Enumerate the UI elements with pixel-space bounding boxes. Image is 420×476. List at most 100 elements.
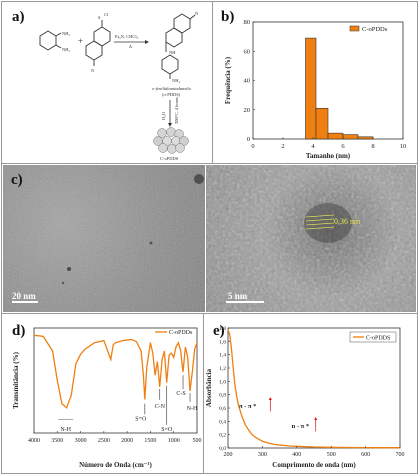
temperature-label: 200°C, 4 horas [174,97,180,124]
uv-y-axis-label: Absorbância [205,368,213,407]
scale-label-right: 5 nm [228,291,248,301]
uv-x-tick-label: 400 [292,452,301,458]
hist-bar [327,132,344,140]
hist-legend-swatch [349,25,360,32]
svg-text:+: + [78,36,83,46]
heat-label: Δ [129,44,132,49]
hist-y-tick-label: 40 [244,78,251,85]
ftir-x-tick-label: 1000 [168,438,180,444]
nanoparticle-cluster-icon [153,127,189,154]
hist-y-axis-label: Frequência (%) [224,56,232,104]
svg-text:S: S [98,15,101,20]
scale-bar-right [226,301,264,303]
lattice-spacing-label: 0,36 nm [334,217,361,226]
hist-bar [315,107,329,140]
uv-vis-spectrum: 200 300 400 500 600 700 0,0 0,2 0,4 0,6 0,8 1,0 1,2 1… [205,326,405,469]
hist-bar [305,37,317,140]
ftir-band-so-2: S=O [161,427,173,433]
ftir-series-line [33,334,198,409]
uv-x-tick-label: 700 [396,452,405,458]
panel-label-d: d) [12,323,26,339]
hist-x-tick-label: 2 [281,143,284,150]
uv-y-tick-label: 0,4 [219,419,226,425]
uv-x-tick-label: 600 [361,452,370,458]
panel-label-c: c) [11,172,23,188]
tem-image-low-magnification: 20 nm [3,165,205,312]
uv-y-tick-label: 1,8 [219,326,226,332]
ftir-x-tick-label: 2500 [98,438,110,444]
uv-x-tick-label: 300 [258,452,267,458]
ftir-x-tick-label: 4000 [28,438,40,444]
uv-x-tick-label: 500 [327,452,336,458]
divider-bottom-vertical [203,313,204,474]
hist-x-tick-label: 0 [251,143,254,150]
hist-y-tick-label: 60 [244,48,251,55]
uv-transition-pi-pi: π - π * [239,403,256,410]
svg-text:N: N [91,68,95,73]
dansyl-chloride-structure [85,20,111,66]
scale-bar-left [12,301,38,303]
hist-x-tick-label: 6 [341,143,345,150]
panel-label-b: b) [221,9,235,25]
uv-x-tick-label: 200 [224,452,233,458]
ftir-legend-label: C-oPDDs [169,330,193,336]
svg-text:NH₂: NH₂ [172,78,180,83]
uv-arrowhead-n-pi [314,417,318,420]
hist-bar [357,136,374,140]
ftir-band-so-1: S=O [135,416,147,422]
uv-x-axis-label: Comprimento de onda (nm) [272,461,356,469]
hist-bar [342,134,359,140]
reagent-label: Et₃N, CHCl₃ [115,34,139,40]
divider-middle [1,313,418,314]
uv-legend-label: C-oPDDS [366,336,390,342]
uv-y-tick-label: 1,0 [219,379,226,385]
uv-plot-frame [227,327,401,449]
panel-label-e: e) [213,323,225,339]
ftir-plot-frame [33,327,198,434]
hist-x-tick-label: 8 [371,143,374,150]
ftir-x-tick-label: 1500 [144,438,156,444]
synthesis-scheme: NH₂ NH₂ + S Cl N Et₃N, CHCl₃ Δ N NH NH₂ … [39,11,199,161]
hist-x-tick-label: 4 [311,143,315,150]
ftir-x-tick-label: 3000 [75,438,87,444]
svg-text:N: N [195,11,199,16]
tem-image-high-resolution: 0,36 nm 5 nm [206,165,416,312]
uv-y-tick-label: 1,6 [219,339,226,345]
ftir-band-nh: N-H [60,427,71,433]
ftir-x-tick-label: 2000 [121,438,133,444]
size-histogram: 0 2 4 6 8 10 0 20 40 60 80 Tamanho (nm) Frequência (… [224,19,407,160]
uv-y-tick-label: 1,2 [219,366,226,372]
o-pdds-abbrev: (o-PDDS) [162,92,181,97]
hist-x-tick-label: 10 [400,143,407,150]
ftir-band-cn: C-N [155,404,166,410]
ftir-x-tick-label: 3500 [51,438,63,444]
product-label: C-oPDDS [160,156,179,161]
hist-legend-label: C-oPDDs [362,26,388,33]
ftir-spectrum: 4000 3500 3000 2500 2000 1500 1000 500 Número de… [12,327,202,469]
o-pdds-name: o-fenilidiamindansila [152,86,191,91]
uv-transition-n-pi: n - π * [292,423,309,430]
ftir-band-nh-2: N-H [187,406,198,412]
water-label: H₂O [161,111,166,120]
ftir-y-axis-label: Transmitância (%) [12,351,20,409]
uv-legend-box [349,331,397,343]
svg-text:NH: NH [169,50,176,55]
scale-label-left: 20 nm [12,291,36,301]
panel-label-a: a) [12,9,25,25]
uv-y-tick-label: 0,6 [219,406,226,412]
hist-y-tick-label: 80 [244,19,251,26]
divider-top [1,163,418,164]
uv-y-tick-label: 0,0 [219,446,226,452]
svg-text:Cl: Cl [104,12,109,17]
hist-x-axis-label: Tamanho (nm) [306,152,351,160]
ftir-x-axis-label: Número de Onda (cm⁻¹) [79,461,152,469]
svg-text:NH₂: NH₂ [62,31,70,36]
ftir-band-cs: C-S [176,391,185,397]
uv-arrowhead-pi-pi [268,397,272,400]
uv-y-tick-label: 1,4 [219,353,226,359]
ftir-x-tick-label: 500 [193,438,202,444]
o-phenylenediamine-structure [39,30,62,51]
uv-y-tick-label: 0,2 [219,433,226,439]
svg-text:NH₂: NH₂ [62,47,70,52]
